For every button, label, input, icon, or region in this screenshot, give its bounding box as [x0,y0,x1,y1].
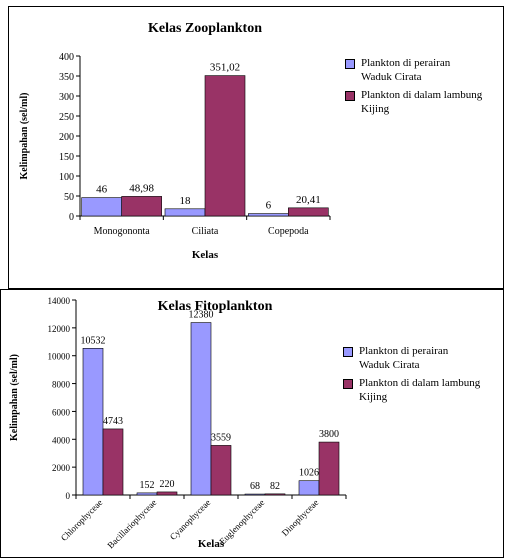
bar-dinophyceae-series-2 [318,441,340,496]
legend-swatch-perairan [343,347,353,357]
x-category-label: Copepoda [268,226,309,237]
data-label-euglenophyceae-series-1: 68 [250,481,260,492]
y-tick-label: 300 [59,92,74,103]
legend-item-perairan: Plankton di perairan Waduk Cirata [345,56,505,84]
legend-label-lambung-line1: Plankton di dalam lambung [361,89,483,101]
data-label-ciliata-series-1: 18 [180,195,192,207]
y-tick-label: 150 [59,152,74,163]
bar-cyanophyceae-series-2 [210,445,232,496]
bar-dinophyceae-series-1 [298,480,320,496]
y-tick-label: 2000 [52,463,71,473]
data-label-monogononta-series-1: 46 [96,184,108,196]
y-tick-label: 4000 [52,435,71,445]
data-label-chlorophyceae-series-2: 4743 [103,416,123,427]
bar-chlorophyceae-series-1 [82,348,104,496]
fitoplankton-chart: Kelas Fitoplankton 0 2000 4000 6000 8000 10000… [9,296,347,550]
data-label-dinophyceae-series-2: 3800 [319,429,339,440]
data-label-monogononta-series-2: 48,98 [129,182,154,194]
bar-bacillariophyceae-series-2 [156,491,178,496]
y-tick-label: 100 [59,172,74,183]
y-tick-label: 12000 [48,324,71,334]
data-label-cyanophyceae-series-2: 3559 [211,432,231,443]
x-category-label: Ciliata [192,226,219,237]
bar-ciliata-series-2 [204,75,246,217]
legend-swatch-lambung [345,91,355,101]
bar-monogononta-series-2 [121,196,162,217]
x-category-label: Chlorophyceae [59,497,105,543]
y-tick-label: 8000 [52,380,71,390]
y-tick-label: 10000 [48,352,71,362]
data-label-ciliata-series-2: 351,02 [210,62,240,74]
data-label-cyanophyceae-series-1: 12380 [189,310,214,321]
zooplankton-chart-panel: Kelas Zooplankton 0 50 100 150 200 250 300 350 40… [8,6,504,289]
data-label-dinophyceae-series-1: 1026 [299,468,319,479]
legend-item-lambung: Plankton di dalam lambung Kijing [343,376,505,404]
x-category-label: Cyanophyceae [168,497,213,542]
y-tick-label: 350 [59,72,74,83]
data-label-euglenophyceae-series-2: 82 [270,481,280,492]
data-label-bacillariophyceae-series-2: 220 [160,479,175,490]
bar-euglenophyceae-series-2 [264,493,286,496]
legend-item-perairan: Plankton di perairan Waduk Cirata [343,344,505,372]
y-tick-label: 0 [66,491,71,501]
x-category-label: Monogononta [94,226,151,237]
data-label-bacillariophyceae-series-1: 152 [140,480,155,491]
fitoplankton-legend: Plankton di perairan Waduk Cirata Plankto… [343,344,505,408]
bar-monogononta-series-1 [81,197,122,217]
x-category-label: Bacillariophyceae [105,497,158,550]
legend-label-lambung-line2: Kijing [361,103,390,115]
y-tick-label: 6000 [52,407,71,417]
bar-ciliata-series-1 [164,208,206,217]
bar-euglenophyceae-series-1 [244,493,266,496]
bar-copepoda-series-1 [248,213,289,217]
legend-label-perairan-line1: Plankton di perairan [359,345,449,357]
zooplankton-legend: Plankton di perairan Waduk Cirata Plankto… [345,56,505,120]
data-label-copepoda-series-1: 6 [266,200,272,212]
legend-item-lambung: Plankton di dalam lambung Kijing [345,88,505,116]
legend-label-lambung-line1: Plankton di dalam lambung [359,377,481,389]
legend-label-lambung-line2: Kijing [359,391,388,403]
zooplankton-chart: Kelas Zooplankton 0 50 100 150 200 250 300 350 40… [19,21,331,261]
y-tick-label: 0 [69,212,74,223]
bar-bacillariophyceae-series-1 [136,492,158,496]
y-tick-label: 250 [59,112,74,123]
legend-label-perairan-line1: Plankton di perairan [361,57,451,69]
x-axis-title: Kelas [192,249,219,261]
bar-copepoda-series-2 [288,207,329,217]
y-tick-label: 200 [59,132,74,143]
data-label-chlorophyceae-series-1: 10532 [81,335,106,346]
y-axis-title: Kelimpahan (sel/ml) [9,354,20,441]
fitoplankton-chart-panel: Kelas Fitoplankton 0 2000 4000 6000 8000 10000… [0,289,504,558]
data-label-copepoda-series-2: 20,41 [296,194,321,206]
bar-chlorophyceae-series-2 [102,428,124,496]
legend-swatch-perairan [345,59,355,69]
legend-label-perairan-line2: Waduk Cirata [361,71,422,83]
legend-swatch-lambung [343,379,353,389]
y-axis-title: Kelimpahan (sel/ml) [19,93,30,180]
chart-title: Kelas Fitoplankton [158,299,273,314]
y-tick-label: 50 [64,192,74,203]
y-tick-label: 400 [59,52,74,63]
chart-title: Kelas Zooplankton [148,21,262,36]
x-axis-title: Kelas [198,538,225,550]
x-category-label: Euglenophyceae [217,497,266,546]
x-category-label: Dinophyceae [280,497,321,538]
bar-cyanophyceae-series-1 [190,322,212,496]
y-tick-label: 14000 [48,296,71,306]
legend-label-perairan-line2: Waduk Cirata [359,359,420,371]
